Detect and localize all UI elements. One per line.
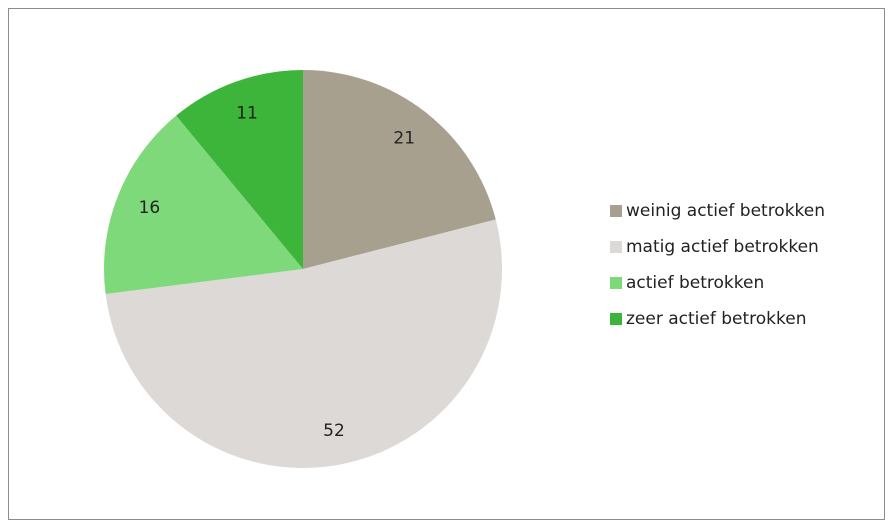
data-label: 21 [393, 128, 415, 148]
legend-swatch [610, 313, 622, 325]
pie-slice [105, 219, 503, 469]
legend-swatch [610, 205, 622, 217]
legend-swatch [610, 277, 622, 289]
legend-label: actief betrokken [626, 273, 764, 293]
legend-label: weinig actief betrokken [626, 201, 825, 221]
legend-swatch [610, 241, 622, 253]
pie-slice [176, 70, 303, 269]
data-label: 16 [139, 198, 161, 218]
legend-label: zeer actief betrokken [626, 309, 806, 329]
pie-slice [104, 115, 303, 294]
pie-slice [303, 70, 496, 269]
data-label: 11 [236, 104, 258, 124]
legend-label: matig actief betrokken [626, 237, 819, 257]
data-label: 52 [323, 421, 345, 441]
